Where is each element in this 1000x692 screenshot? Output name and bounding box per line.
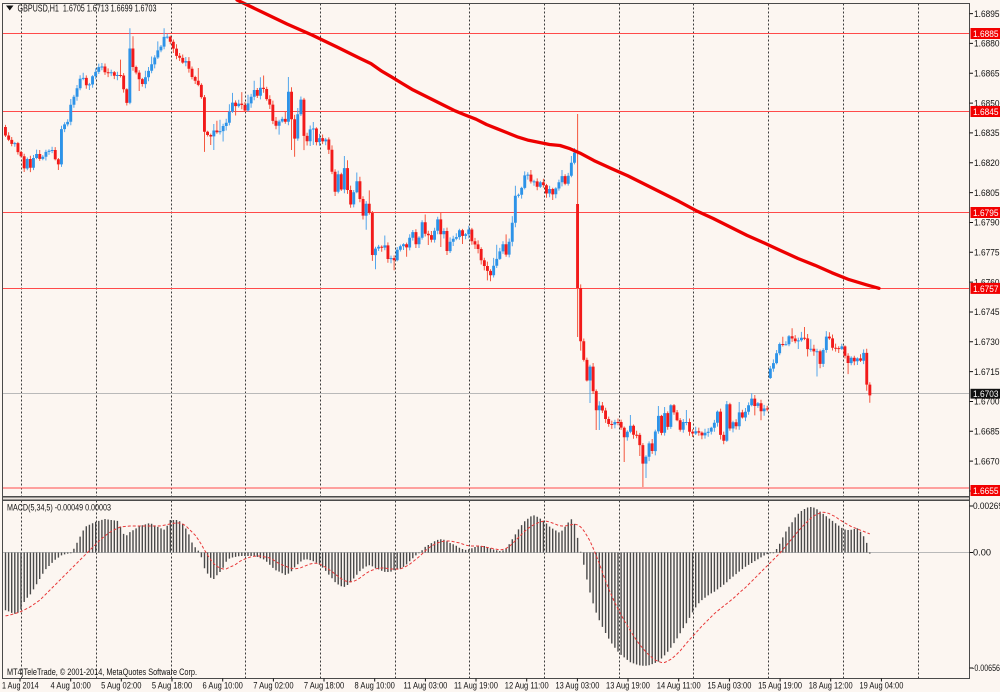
svg-text:1 Aug 2014: 1 Aug 2014	[2, 681, 39, 692]
svg-text:1.6760: 1.6760	[974, 277, 1000, 288]
svg-text:13 Aug 03:00: 13 Aug 03:00	[555, 681, 599, 692]
svg-text:1.6670: 1.6670	[974, 456, 1000, 467]
svg-text:8 Aug 10:00: 8 Aug 10:00	[355, 681, 395, 692]
svg-text:7 Aug 02:00: 7 Aug 02:00	[253, 681, 293, 692]
svg-text:1.6850: 1.6850	[974, 98, 1000, 109]
svg-text:1.6795: 1.6795	[973, 208, 999, 219]
svg-text:14 Aug 11:00: 14 Aug 11:00	[657, 681, 701, 692]
svg-text:1.6700: 1.6700	[974, 397, 1000, 408]
svg-text:13 Aug 19:00: 13 Aug 19:00	[606, 681, 650, 692]
svg-text:1.6685: 1.6685	[974, 427, 1000, 438]
svg-text:4 Aug 10:00: 4 Aug 10:00	[51, 681, 91, 692]
svg-text:1.6880: 1.6880	[974, 39, 1000, 50]
svg-text:7 Aug 18:00: 7 Aug 18:00	[304, 681, 344, 692]
svg-text:1.6715: 1.6715	[974, 367, 1000, 378]
svg-text:1.6820: 1.6820	[974, 158, 1000, 169]
svg-text:5 Aug 18:00: 5 Aug 18:00	[152, 681, 192, 692]
svg-text:11 Aug 19:00: 11 Aug 19:00	[454, 681, 498, 692]
svg-text:12 Aug 11:00: 12 Aug 11:00	[505, 681, 549, 692]
svg-text:1.6885: 1.6885	[973, 29, 999, 40]
svg-text:1.6775: 1.6775	[974, 248, 1000, 259]
svg-text:5 Aug 02:00: 5 Aug 02:00	[101, 681, 141, 692]
svg-text:-0.00656: -0.00656	[972, 663, 1000, 674]
svg-text:1.6703: 1.6703	[973, 389, 999, 400]
svg-text:1.6790: 1.6790	[974, 218, 1000, 229]
svg-text:15 Aug 03:00: 15 Aug 03:00	[707, 681, 751, 692]
svg-text:0.00: 0.00	[973, 548, 991, 559]
svg-text:MT4|TeleTrade, © 2001-2014, Me: MT4|TeleTrade, © 2001-2014, MetaQuotes S…	[7, 667, 197, 678]
svg-text:1.6655: 1.6655	[973, 486, 999, 497]
svg-text:1.6845: 1.6845	[973, 107, 999, 118]
svg-text:1.6805: 1.6805	[974, 188, 1000, 199]
svg-text:GBPUSD,H1 1.6705 1.6713 1.669: GBPUSD,H1 1.6705 1.6713 1.6699 1.6703	[18, 3, 157, 15]
svg-text:1.6757: 1.6757	[973, 284, 999, 295]
svg-text:18 Aug 12:00: 18 Aug 12:00	[809, 681, 853, 692]
svg-text:11 Aug 03:00: 11 Aug 03:00	[403, 681, 447, 692]
svg-text:MACD(5,34,5) -0.00049 0.00003: MACD(5,34,5) -0.00049 0.00003	[7, 503, 111, 514]
svg-text:6 Aug 10:00: 6 Aug 10:00	[203, 681, 243, 692]
svg-text:1.6745: 1.6745	[974, 307, 1000, 318]
svg-text:19 Aug 04:00: 19 Aug 04:00	[859, 681, 903, 692]
svg-text:0.00269: 0.00269	[973, 501, 1000, 512]
svg-text:1.6895: 1.6895	[974, 9, 1000, 20]
svg-text:1.6835: 1.6835	[974, 128, 1000, 139]
svg-text:1.6730: 1.6730	[974, 337, 1000, 348]
svg-text:15 Aug 19:00: 15 Aug 19:00	[758, 681, 802, 692]
svg-text:1.6865: 1.6865	[974, 69, 1000, 80]
